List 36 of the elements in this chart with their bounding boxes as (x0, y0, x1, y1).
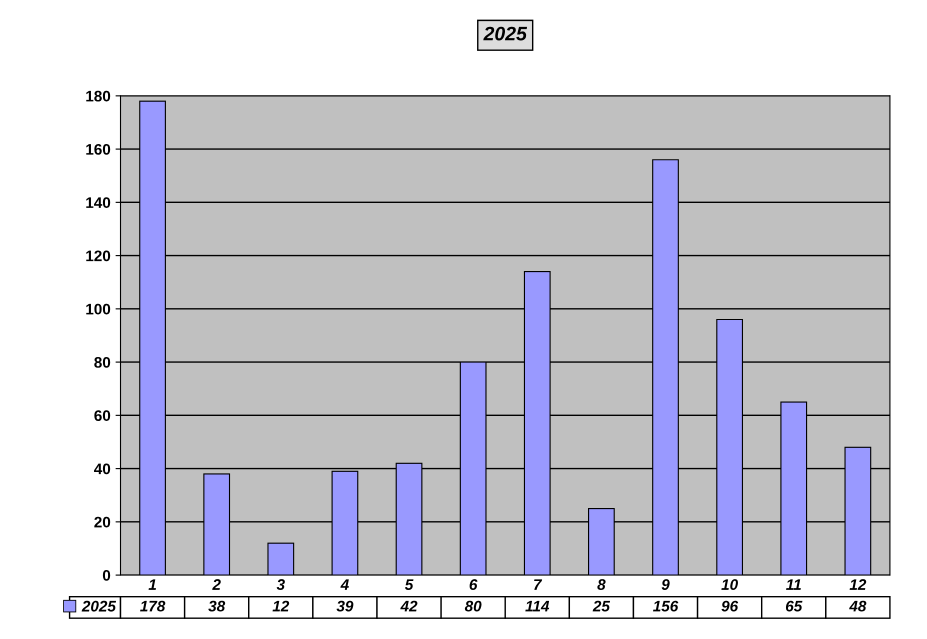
data-label: 12 (272, 600, 290, 612)
y-tick-label: 120 (86, 250, 110, 262)
data-label: 25 (592, 600, 610, 612)
y-tick-label: 100 (86, 304, 110, 315)
x-tick-label: 5 (404, 579, 414, 590)
legend-label: 2025 (82, 600, 116, 612)
x-tick-label: 2 (212, 579, 221, 590)
x-tick-label: 12 (850, 579, 866, 590)
x-tick-label: 11 (786, 579, 801, 590)
x-tick-label: 6 (470, 579, 478, 590)
x-tick-label: 9 (662, 579, 670, 590)
x-tick-label: 4 (340, 579, 349, 590)
y-tick-label: 20 (94, 516, 110, 528)
y-tick-label: 60 (94, 410, 110, 422)
data-label: 42 (400, 600, 418, 612)
data-label: 48 (849, 600, 866, 612)
y-tick-label: 80 (94, 356, 110, 368)
data-label: 38 (208, 600, 226, 612)
data-label: 80 (464, 600, 482, 612)
data-label: 65 (786, 600, 802, 612)
x-tick-label: 3 (276, 579, 285, 590)
y-tick-label: 140 (86, 197, 110, 208)
data-label: 178 (140, 600, 166, 612)
x-tick-label: 7 (534, 579, 542, 590)
data-label: 96 (721, 600, 738, 612)
y-tick-label: 0 (102, 570, 110, 581)
y-tick-label: 40 (94, 463, 110, 474)
y-tick-label: 180 (86, 90, 110, 102)
data-label: 39 (336, 600, 354, 612)
chart-title: 2025 (483, 26, 528, 40)
data-label: 114 (525, 600, 550, 612)
x-tick-label: 1 (148, 579, 156, 590)
x-tick-label: 8 (597, 579, 606, 590)
x-tick-label: 10 (721, 579, 738, 590)
y-tick-label: 160 (86, 144, 110, 155)
data-label: 156 (653, 600, 678, 612)
